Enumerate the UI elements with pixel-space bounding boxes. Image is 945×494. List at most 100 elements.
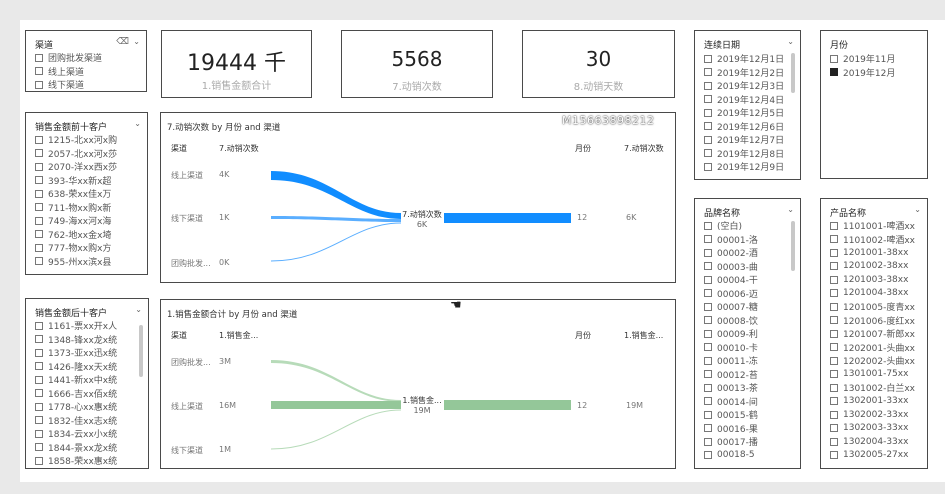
slicer-item-customer[interactable]: 638-荣xx佳x万 xyxy=(35,187,117,201)
checkbox[interactable] xyxy=(704,437,712,446)
checkbox[interactable] xyxy=(35,53,43,62)
slicer-item-date[interactable]: 2019年12月5日 xyxy=(704,106,784,120)
checkbox[interactable] xyxy=(704,275,712,284)
checkbox[interactable] xyxy=(830,289,838,298)
center-node-label[interactable]: 1.销售金... xyxy=(402,396,442,405)
month-label[interactable]: 12 xyxy=(577,401,588,410)
channel-label[interactable]: 团购批发... xyxy=(171,259,211,268)
slicer-item-brand[interactable]: 00014-间 xyxy=(704,395,758,409)
slicer-item-customer[interactable]: 711-物xx购x新 xyxy=(35,201,117,215)
checkbox[interactable] xyxy=(35,321,43,330)
checkbox[interactable] xyxy=(830,248,838,257)
checkbox[interactable] xyxy=(35,189,43,198)
checkbox[interactable] xyxy=(704,383,712,392)
slicer-item-customer[interactable]: 1834-云xx小x统 xyxy=(35,427,117,441)
slicer-item-customer[interactable]: 2057-北xx河x莎 xyxy=(35,147,117,161)
checkbox[interactable] xyxy=(35,362,43,371)
checkbox[interactable] xyxy=(35,162,43,171)
slicer-item-brand[interactable]: 00009-利 xyxy=(704,327,758,341)
chevron-down-icon[interactable]: ⌄ xyxy=(787,37,794,46)
slicer-item-product[interactable]: 1101002-啤酒xx xyxy=(830,233,915,247)
checkbox[interactable] xyxy=(704,122,712,131)
slicer-item-customer[interactable]: 2070-洋xx西x莎 xyxy=(35,160,117,174)
checkbox-checked[interactable] xyxy=(830,68,838,77)
checkbox[interactable] xyxy=(704,248,712,257)
slicer-item-brand[interactable]: 00007-糖 xyxy=(704,300,758,314)
slicer-item-date[interactable]: 2019年12月2日 xyxy=(704,66,784,80)
slicer-item-customer[interactable]: 1666-吉xx佰x统 xyxy=(35,387,117,401)
center-node-label[interactable]: 7.动销次数 xyxy=(402,210,442,219)
checkbox[interactable] xyxy=(830,54,838,63)
slicer-item-customer[interactable]: 1348-锋xx龙x统 xyxy=(35,333,117,347)
checkbox[interactable] xyxy=(35,243,43,252)
checkbox[interactable] xyxy=(704,289,712,298)
chevron-down-icon[interactable]: ⌄ xyxy=(133,37,140,46)
checkbox[interactable] xyxy=(704,356,712,365)
checkbox[interactable] xyxy=(704,262,712,271)
checkbox[interactable] xyxy=(704,81,712,90)
slicer-item-channel[interactable]: 线下渠道 xyxy=(35,78,102,91)
slicer-item-customer[interactable]: 762-地xx金x埼 xyxy=(35,228,117,242)
checkbox[interactable] xyxy=(704,370,712,379)
slicer-item-month[interactable]: 2019年12月 xyxy=(830,66,895,80)
channel-label[interactable]: 线下渠道 xyxy=(171,214,203,223)
checkbox[interactable] xyxy=(35,389,43,398)
slicer-item-product[interactable]: 1202002-头曲xx xyxy=(830,354,915,368)
checkbox[interactable] xyxy=(830,383,838,392)
eraser-icon[interactable]: ⌫ xyxy=(116,37,129,47)
checkbox[interactable] xyxy=(704,95,712,104)
slicer-item-product[interactable]: 1201001-38xx xyxy=(830,246,915,260)
slicer-item-customer[interactable]: 955-州xx滨x县 xyxy=(35,255,117,269)
slicer-item-product[interactable]: 1302005-27xx xyxy=(830,449,915,463)
scrollbar[interactable] xyxy=(791,221,795,271)
checkbox[interactable] xyxy=(35,257,43,266)
slicer-item-product[interactable]: 1302001-33xx xyxy=(830,395,915,409)
slicer-item-customer[interactable]: 749-海xx河x海 xyxy=(35,214,117,228)
slicer-item-product[interactable]: 1202001-头曲xx xyxy=(830,341,915,355)
checkbox[interactable] xyxy=(35,375,43,384)
channel-label[interactable]: 团购批发... xyxy=(171,358,211,367)
slicer-item-customer[interactable]: 393-华xx新x超 xyxy=(35,174,117,188)
chevron-down-icon[interactable]: ⌄ xyxy=(135,305,142,314)
checkbox[interactable] xyxy=(830,302,838,311)
slicer-item-date[interactable]: 2019年12月9日 xyxy=(704,160,784,174)
checkbox[interactable] xyxy=(830,370,838,379)
slicer-item-channel[interactable]: 团购批发渠道 xyxy=(35,51,102,65)
channel-label[interactable]: 线下渠道 xyxy=(171,446,203,455)
month-label[interactable]: 12 xyxy=(577,213,588,222)
slicer-item-month[interactable]: 2019年11月 xyxy=(830,52,895,66)
slicer-item-customer[interactable]: 1215-北xx河x购 xyxy=(35,133,117,147)
checkbox[interactable] xyxy=(704,149,712,158)
checkbox[interactable] xyxy=(704,162,712,171)
checkbox[interactable] xyxy=(704,316,712,325)
checkbox[interactable] xyxy=(830,329,838,338)
slicer-item-brand[interactable]: 00001-洛 xyxy=(704,233,758,247)
slicer-item-date[interactable]: 2019年12月8日 xyxy=(704,147,784,161)
checkbox[interactable] xyxy=(704,451,712,460)
checkbox[interactable] xyxy=(35,429,43,438)
checkbox[interactable] xyxy=(704,108,712,117)
channel-label[interactable]: 线上渠道 xyxy=(171,402,203,411)
slicer-item-brand[interactable]: 00015-鹤 xyxy=(704,408,758,422)
chevron-down-icon[interactable]: ⌄ xyxy=(134,119,141,128)
slicer-item-brand[interactable]: 00003-曲 xyxy=(704,260,758,274)
slicer-item-date[interactable]: 2019年12月1日 xyxy=(704,52,784,66)
checkbox[interactable] xyxy=(830,275,838,284)
slicer-item-brand[interactable]: 00006-迈 xyxy=(704,287,758,301)
slicer-item-brand[interactable]: 00011-冻 xyxy=(704,354,758,368)
checkbox[interactable] xyxy=(830,397,838,406)
slicer-item-brand[interactable]: 00004-干 xyxy=(704,273,758,287)
checkbox[interactable] xyxy=(35,149,43,158)
checkbox[interactable] xyxy=(704,68,712,77)
slicer-item-brand[interactable]: 00018-5 xyxy=(704,449,758,463)
checkbox[interactable] xyxy=(35,335,43,344)
slicer-item-brand[interactable]: 00002-酒 xyxy=(704,246,758,260)
scrollbar[interactable] xyxy=(139,325,143,377)
slicer-item-product[interactable]: 1201002-38xx xyxy=(830,260,915,274)
chevron-down-icon[interactable]: ⌄ xyxy=(914,205,921,214)
slicer-item-brand[interactable]: 00013-茶 xyxy=(704,381,758,395)
slicer-item-customer[interactable]: 1844-景xx龙x统 xyxy=(35,441,117,455)
checkbox[interactable] xyxy=(35,443,43,452)
slicer-item-brand[interactable]: 00010-卡 xyxy=(704,341,758,355)
checkbox[interactable] xyxy=(704,410,712,419)
